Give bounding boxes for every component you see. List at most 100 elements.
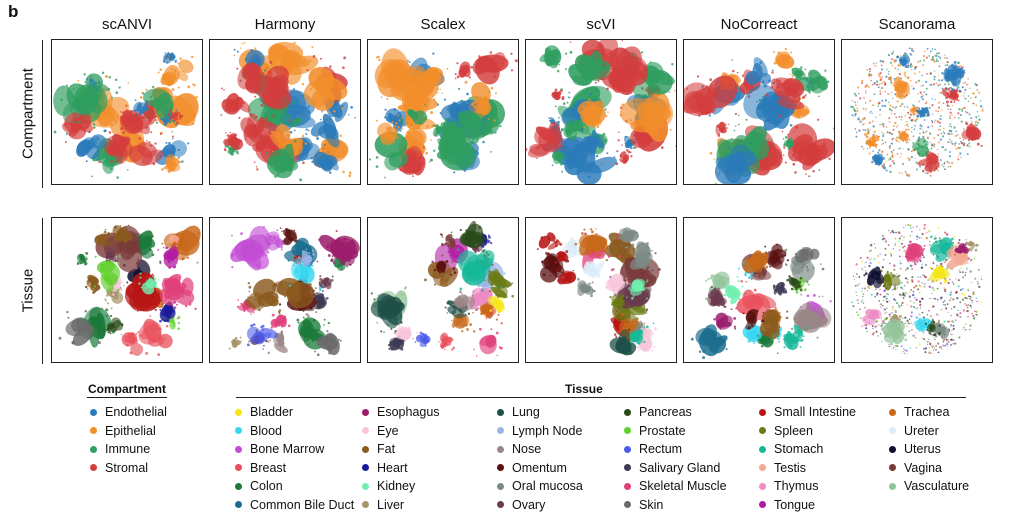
cell-point — [765, 93, 769, 97]
cell-point — [399, 321, 403, 324]
cell-point — [945, 68, 947, 70]
cell-point — [184, 284, 187, 288]
cell-point — [323, 318, 326, 321]
cell-point — [925, 143, 928, 146]
cell-point — [851, 301, 854, 304]
cell-point — [72, 88, 75, 91]
cell-point — [809, 318, 813, 322]
cell-point — [96, 158, 100, 161]
cell-point — [631, 234, 633, 236]
cell-point — [343, 56, 347, 60]
cell-point — [634, 146, 638, 149]
cell-point — [241, 305, 245, 308]
cell-cluster — [541, 257, 555, 270]
cell-cluster — [286, 162, 293, 172]
cell-point — [291, 161, 293, 164]
cell-point — [818, 295, 821, 298]
cell-point — [487, 109, 490, 112]
cell-cluster — [399, 328, 411, 340]
cell-cluster — [753, 57, 768, 77]
cell-point — [941, 72, 944, 75]
cell-point — [924, 172, 927, 174]
cell-point — [85, 251, 89, 255]
cell-point — [904, 316, 907, 319]
cell-point — [180, 234, 183, 237]
cell-point — [880, 68, 884, 71]
cell-point — [487, 115, 489, 118]
cell-point — [912, 112, 914, 114]
cell-point — [327, 321, 330, 325]
cell-point — [763, 81, 765, 84]
cell-point — [399, 315, 402, 318]
cell-point — [555, 269, 558, 272]
cell-point — [452, 156, 455, 159]
cell-point — [802, 264, 805, 267]
cell-point — [498, 346, 501, 349]
cell-point — [373, 298, 376, 301]
cell-point — [616, 150, 619, 153]
cell-point — [642, 94, 645, 97]
cell-point — [624, 135, 627, 139]
cell-point — [449, 106, 453, 110]
cell-point — [541, 240, 544, 243]
cell-point — [573, 162, 576, 165]
cell-point — [135, 304, 138, 307]
cell-point — [867, 128, 869, 131]
column-title: Scalex — [420, 16, 466, 33]
cell-point — [913, 72, 916, 75]
cell-point — [626, 296, 628, 299]
cell-point — [907, 156, 909, 159]
cell-point — [148, 336, 152, 340]
cell-point — [480, 288, 484, 292]
cell-point — [594, 81, 597, 84]
cell-point — [84, 262, 88, 266]
cell-point — [940, 79, 943, 82]
cell-point — [756, 334, 759, 337]
cell-point — [948, 105, 950, 107]
cell-point — [764, 245, 767, 248]
cell-point — [489, 309, 493, 312]
cell-point — [916, 168, 919, 171]
cell-point — [576, 277, 580, 281]
cell-point — [905, 128, 908, 131]
cell-point — [910, 53, 913, 56]
cell-point — [257, 76, 260, 80]
cell-point — [175, 303, 179, 306]
cell-point — [713, 287, 717, 291]
cell-point — [884, 91, 886, 93]
cell-point — [865, 107, 867, 110]
cell-point — [733, 129, 736, 132]
cell-point — [105, 315, 108, 318]
cell-point — [81, 141, 85, 145]
cell-point — [771, 71, 774, 74]
cell-point — [923, 59, 926, 62]
cell-point — [588, 175, 592, 178]
cell-point — [165, 324, 169, 328]
cell-point — [713, 331, 716, 335]
cell-point — [600, 134, 604, 138]
cell-point — [390, 347, 394, 351]
cell-point — [543, 55, 546, 58]
cell-point — [149, 315, 152, 317]
cell-point — [569, 242, 573, 246]
cell-point — [554, 261, 558, 264]
cell-point — [882, 60, 885, 63]
cell-point — [98, 160, 101, 164]
cell-point — [975, 116, 978, 119]
cell-point — [346, 265, 349, 268]
cell-point — [929, 141, 931, 143]
cell-point — [630, 340, 633, 344]
cell-point — [935, 109, 938, 112]
cell-point — [342, 170, 345, 174]
cell-point — [228, 142, 231, 146]
cell-point — [762, 106, 766, 109]
cell-point — [750, 142, 752, 145]
cell-point — [605, 115, 608, 118]
cell-point — [169, 109, 172, 112]
cell-point — [101, 71, 105, 75]
cell-point — [445, 152, 447, 155]
cell-point — [937, 110, 940, 113]
cell-point — [105, 308, 109, 312]
cell-point — [598, 262, 602, 266]
cell-point — [177, 86, 180, 89]
